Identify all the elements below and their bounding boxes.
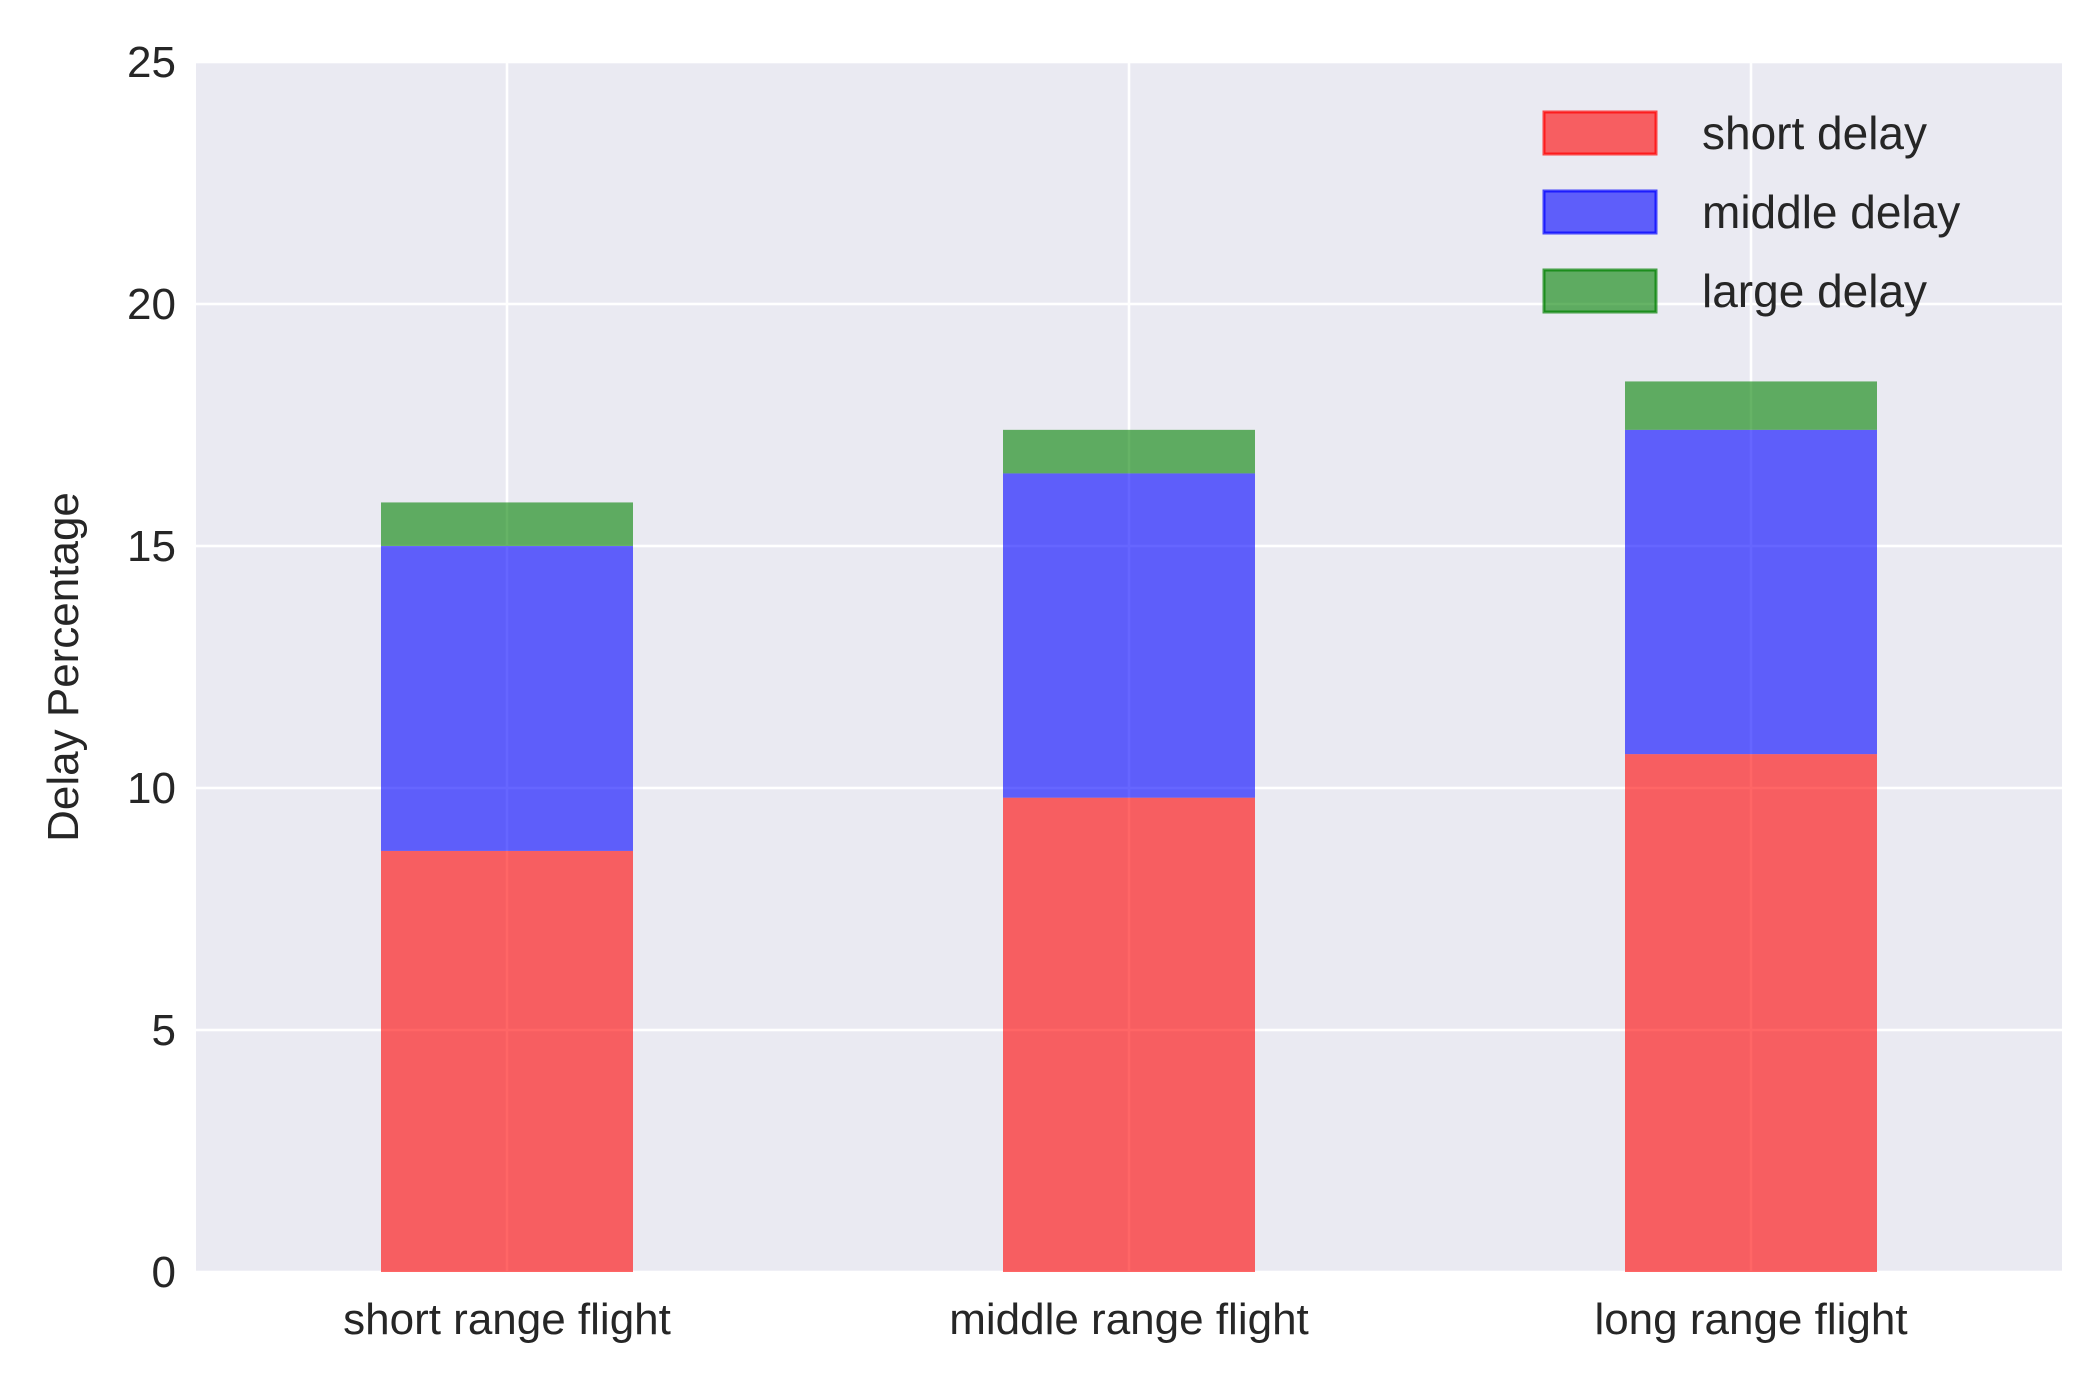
bar-large-delay [381,502,633,546]
y-axis-label: Delay Percentage [39,492,88,842]
y-tick-label: 10 [127,764,176,813]
bar-short-delay [1003,797,1255,1272]
legend-swatch [1542,268,1658,314]
x-tick-label: long range flight [1594,1295,1907,1344]
legend: short delay middle delay large delay [1542,107,1960,317]
y-tick-label: 5 [152,1006,176,1055]
bar-middle-delay [381,546,633,851]
x-tick-label: short range flight [343,1295,671,1344]
legend-label: large delay [1702,265,1927,317]
bar-large-delay [1625,381,1877,430]
y-tick-label: 15 [127,522,176,571]
legend-swatch [1542,189,1658,235]
bar-short-delay [381,850,633,1272]
bars [381,381,1877,1272]
y-tick-label: 20 [127,280,176,329]
legend-label: middle delay [1702,186,1960,238]
bar-middle-delay [1003,473,1255,798]
bar-large-delay [1003,429,1255,474]
bar-middle-delay [1625,429,1877,755]
legend-label: short delay [1702,107,1927,159]
x-tick-labels: short range flight middle range flight lon… [343,1295,1907,1344]
bar-short-delay [1625,754,1877,1272]
y-tick-label: 25 [127,38,176,87]
y-tick-label: 0 [152,1248,176,1297]
y-tick-labels: 0 5 10 15 20 25 [127,38,176,1297]
legend-swatch [1542,110,1658,156]
x-tick-label: middle range flight [949,1295,1309,1344]
